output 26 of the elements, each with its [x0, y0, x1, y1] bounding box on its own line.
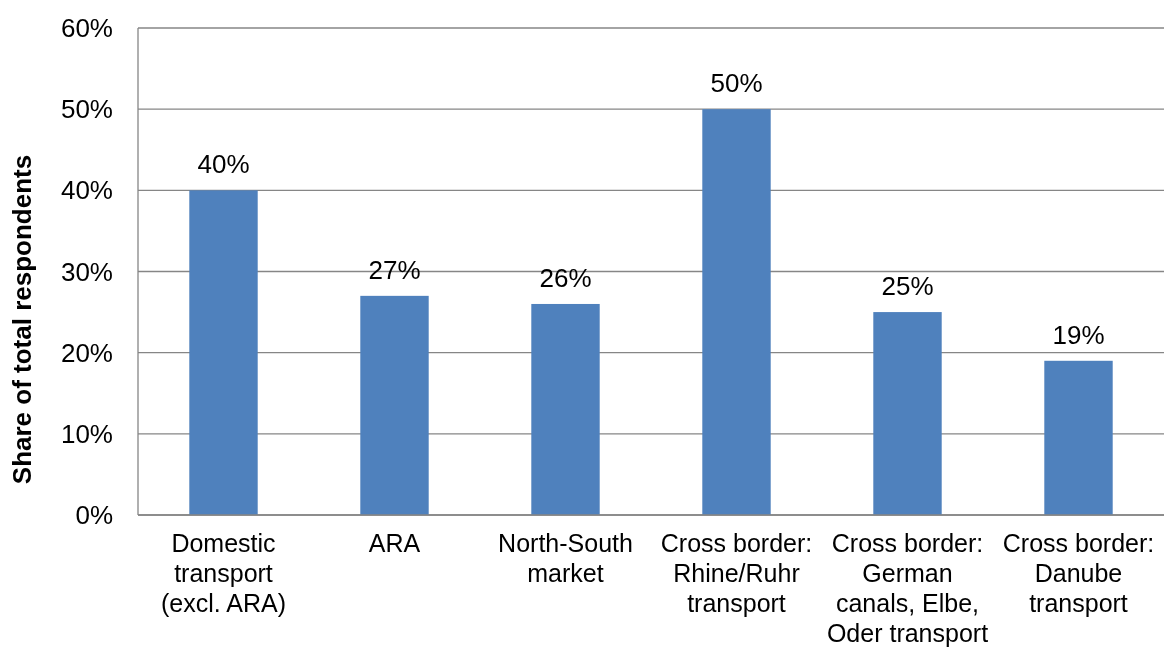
y-tick-label: 50%: [60, 94, 113, 125]
y-tick-label: 40%: [60, 175, 113, 206]
data-label: 50%: [710, 68, 763, 99]
y-axis-title: Share of total respondents: [7, 154, 38, 485]
x-tick-label: Cross border: Rhine/Ruhr transport: [660, 529, 813, 617]
y-tick-label: 60%: [60, 13, 113, 44]
data-label: 19%: [1052, 319, 1105, 350]
bar: [1044, 360, 1113, 515]
data-label: 26%: [539, 262, 592, 293]
bar: [873, 312, 942, 515]
x-tick-label: Cross border: German canals, Elbe, Oder transport: [826, 529, 989, 647]
bar: [702, 109, 771, 515]
x-tick-label: ARA: [368, 529, 421, 557]
y-tick-label: 30%: [60, 256, 113, 287]
data-label: 27%: [368, 254, 421, 285]
x-tick-label: North-South market: [498, 529, 633, 587]
bar: [360, 295, 429, 515]
y-tick-label: 0%: [75, 500, 113, 531]
y-tick-label: 20%: [60, 337, 113, 368]
x-tick-label: Cross border: Danube transport: [1002, 529, 1155, 617]
x-tick-label: Domestic transport (excl. ARA): [160, 529, 287, 617]
y-tick-label: 10%: [60, 418, 113, 449]
data-label: 25%: [881, 271, 934, 302]
bar: [189, 190, 258, 515]
data-label: 40%: [197, 149, 250, 180]
bar: [531, 303, 600, 515]
